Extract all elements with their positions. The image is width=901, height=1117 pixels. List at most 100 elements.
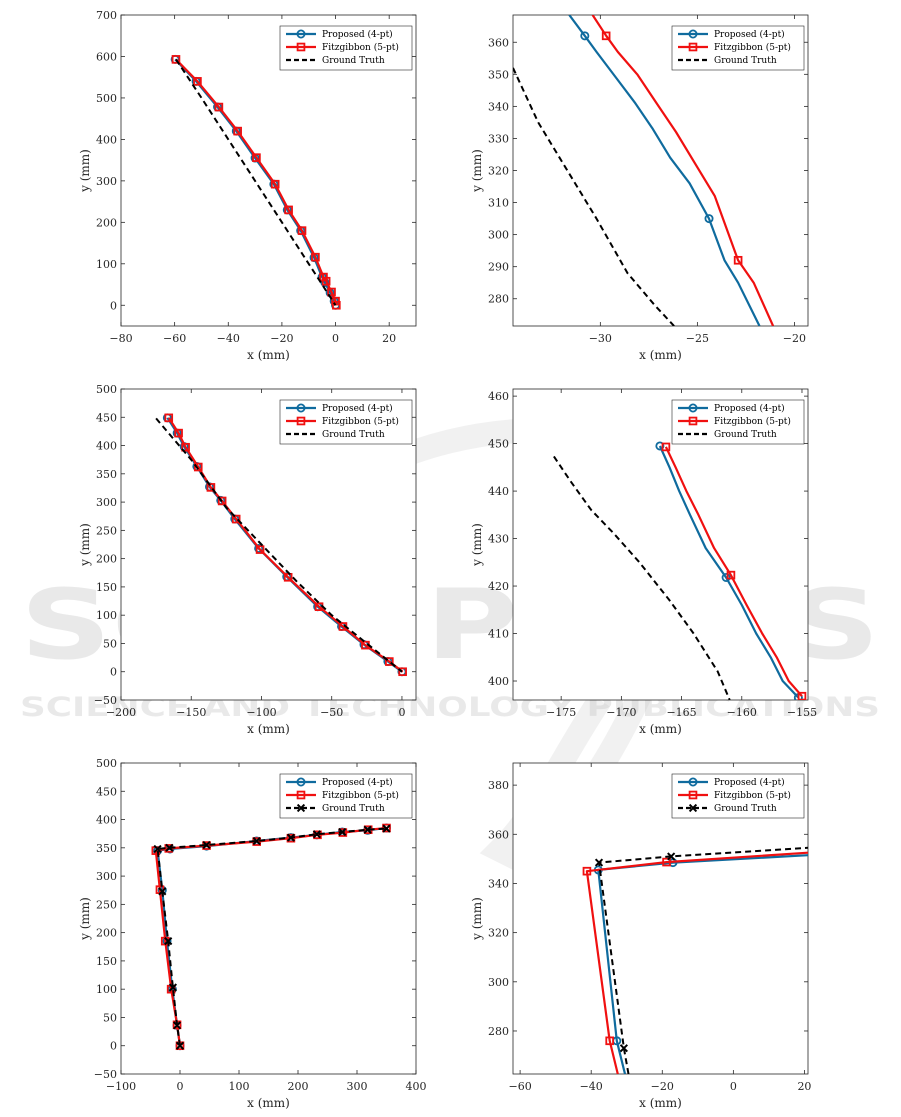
y-tick-label: 300 bbox=[96, 496, 117, 509]
data-point bbox=[662, 857, 671, 867]
legend-label: Fitzgibbon (5-pt) bbox=[714, 42, 791, 53]
data-point bbox=[202, 840, 211, 850]
x-tick-label: −40 bbox=[217, 332, 240, 345]
legend-label: Proposed (4-pt) bbox=[322, 403, 393, 414]
y-tick-label: 340 bbox=[488, 100, 509, 113]
series-1 bbox=[582, 851, 808, 1074]
legend-label: Ground Truth bbox=[714, 430, 777, 440]
legend-marker bbox=[688, 790, 698, 800]
series-2 bbox=[513, 67, 675, 326]
y-tick-label: 280 bbox=[488, 1025, 509, 1038]
series-1 bbox=[164, 413, 407, 677]
data-point bbox=[733, 255, 743, 265]
data-point bbox=[164, 937, 173, 946]
data-point bbox=[321, 276, 331, 286]
series-2 bbox=[155, 417, 403, 673]
chart-row1-zoom: −30 −25 −20 280 290 300 310 320 330 340 350 360 x (m… bbox=[470, 14, 809, 362]
x-tick-label: −60 bbox=[508, 1080, 531, 1093]
y-tick-label: 300 bbox=[96, 175, 117, 188]
series-1 bbox=[591, 15, 775, 326]
x-tick-label: 0 bbox=[177, 1080, 184, 1093]
plot-area bbox=[513, 15, 775, 326]
data-point bbox=[206, 483, 216, 492]
legend-marker bbox=[688, 29, 698, 39]
x-tick-label: −40 bbox=[580, 1080, 603, 1093]
y-axis-label: y (mm) bbox=[470, 523, 484, 567]
x-tick-label: 20 bbox=[382, 332, 396, 345]
legend-marker bbox=[688, 777, 698, 787]
series-1 bbox=[661, 442, 807, 700]
y-tick-label: 410 bbox=[488, 628, 509, 641]
x-axis-label: x (mm) bbox=[247, 722, 290, 736]
y-tick-label: 100 bbox=[96, 983, 117, 996]
legend-label: Ground Truth bbox=[714, 56, 777, 66]
legend: Proposed (4-pt) Fitzgibbon (5-pt) Ground T… bbox=[279, 25, 413, 71]
data-point bbox=[233, 126, 242, 136]
x-tick-label: 0 bbox=[398, 706, 405, 719]
data-point bbox=[168, 983, 178, 992]
y-tick-label: 150 bbox=[96, 955, 117, 968]
y-tick-label: 350 bbox=[96, 468, 117, 481]
y-tick-label: 400 bbox=[96, 133, 117, 146]
data-point bbox=[667, 852, 676, 861]
data-point bbox=[164, 413, 174, 423]
plot-area bbox=[553, 441, 807, 700]
legend-label: Proposed (4-pt) bbox=[322, 777, 393, 788]
y-tick-label: 400 bbox=[96, 440, 117, 453]
data-point bbox=[594, 858, 604, 867]
y-tick-label: 500 bbox=[96, 92, 117, 105]
y-tick-label: 400 bbox=[488, 675, 509, 688]
x-tick-label: −165 bbox=[666, 706, 696, 719]
data-point bbox=[252, 836, 261, 846]
x-tick-label: −50 bbox=[320, 706, 343, 719]
data-point bbox=[619, 1044, 628, 1053]
legend-marker bbox=[296, 403, 306, 413]
legend-label: Fitzgibbon (5-pt) bbox=[714, 790, 791, 801]
series-2 bbox=[153, 824, 391, 1050]
x-axis-label: x (mm) bbox=[247, 1096, 290, 1110]
x-tick-label: −100 bbox=[246, 706, 276, 719]
data-point bbox=[252, 153, 261, 162]
data-point bbox=[158, 887, 167, 896]
y-tick-label: 340 bbox=[488, 877, 509, 890]
legend-marker bbox=[296, 29, 306, 39]
legend-label: Proposed (4-pt) bbox=[322, 29, 393, 40]
data-point bbox=[327, 287, 336, 297]
legend-marker bbox=[296, 803, 306, 813]
x-tick-label: −160 bbox=[727, 706, 757, 719]
y-tick-label: 150 bbox=[96, 581, 117, 594]
legend: Proposed (4-pt) Fitzgibbon (5-pt) Ground T… bbox=[671, 773, 805, 819]
data-point bbox=[181, 442, 190, 452]
data-point bbox=[721, 572, 731, 582]
x-tick-label: 100 bbox=[229, 1080, 250, 1093]
series-2 bbox=[175, 58, 337, 306]
x-tick-label: −80 bbox=[109, 332, 132, 345]
data-point bbox=[311, 252, 320, 262]
legend-label: Fitzgibbon (5-pt) bbox=[322, 790, 399, 801]
series-1 bbox=[171, 55, 341, 310]
y-tick-label: 600 bbox=[96, 50, 117, 63]
series-line bbox=[585, 851, 808, 1074]
legend-marker bbox=[296, 416, 306, 426]
legend-label: Ground Truth bbox=[322, 56, 385, 66]
y-tick-label: 450 bbox=[96, 411, 117, 424]
x-tick-label: −20 bbox=[270, 332, 293, 345]
x-tick-label: −170 bbox=[606, 706, 636, 719]
data-point bbox=[726, 570, 736, 580]
x-tick-label: 400 bbox=[406, 1080, 427, 1093]
series-0 bbox=[568, 15, 761, 326]
y-tick-label: 350 bbox=[488, 68, 509, 81]
y-tick-label: 0 bbox=[110, 666, 117, 679]
legend-marker bbox=[688, 803, 698, 813]
y-axis-label: y (mm) bbox=[78, 897, 92, 941]
data-point bbox=[332, 300, 341, 310]
x-tick-label: 20 bbox=[797, 1080, 811, 1093]
y-tick-label: 320 bbox=[488, 927, 509, 940]
data-point bbox=[382, 824, 391, 833]
y-tick-label: 300 bbox=[96, 870, 117, 883]
legend-label: Ground Truth bbox=[322, 804, 385, 814]
data-point bbox=[193, 462, 203, 472]
data-point bbox=[165, 843, 174, 852]
